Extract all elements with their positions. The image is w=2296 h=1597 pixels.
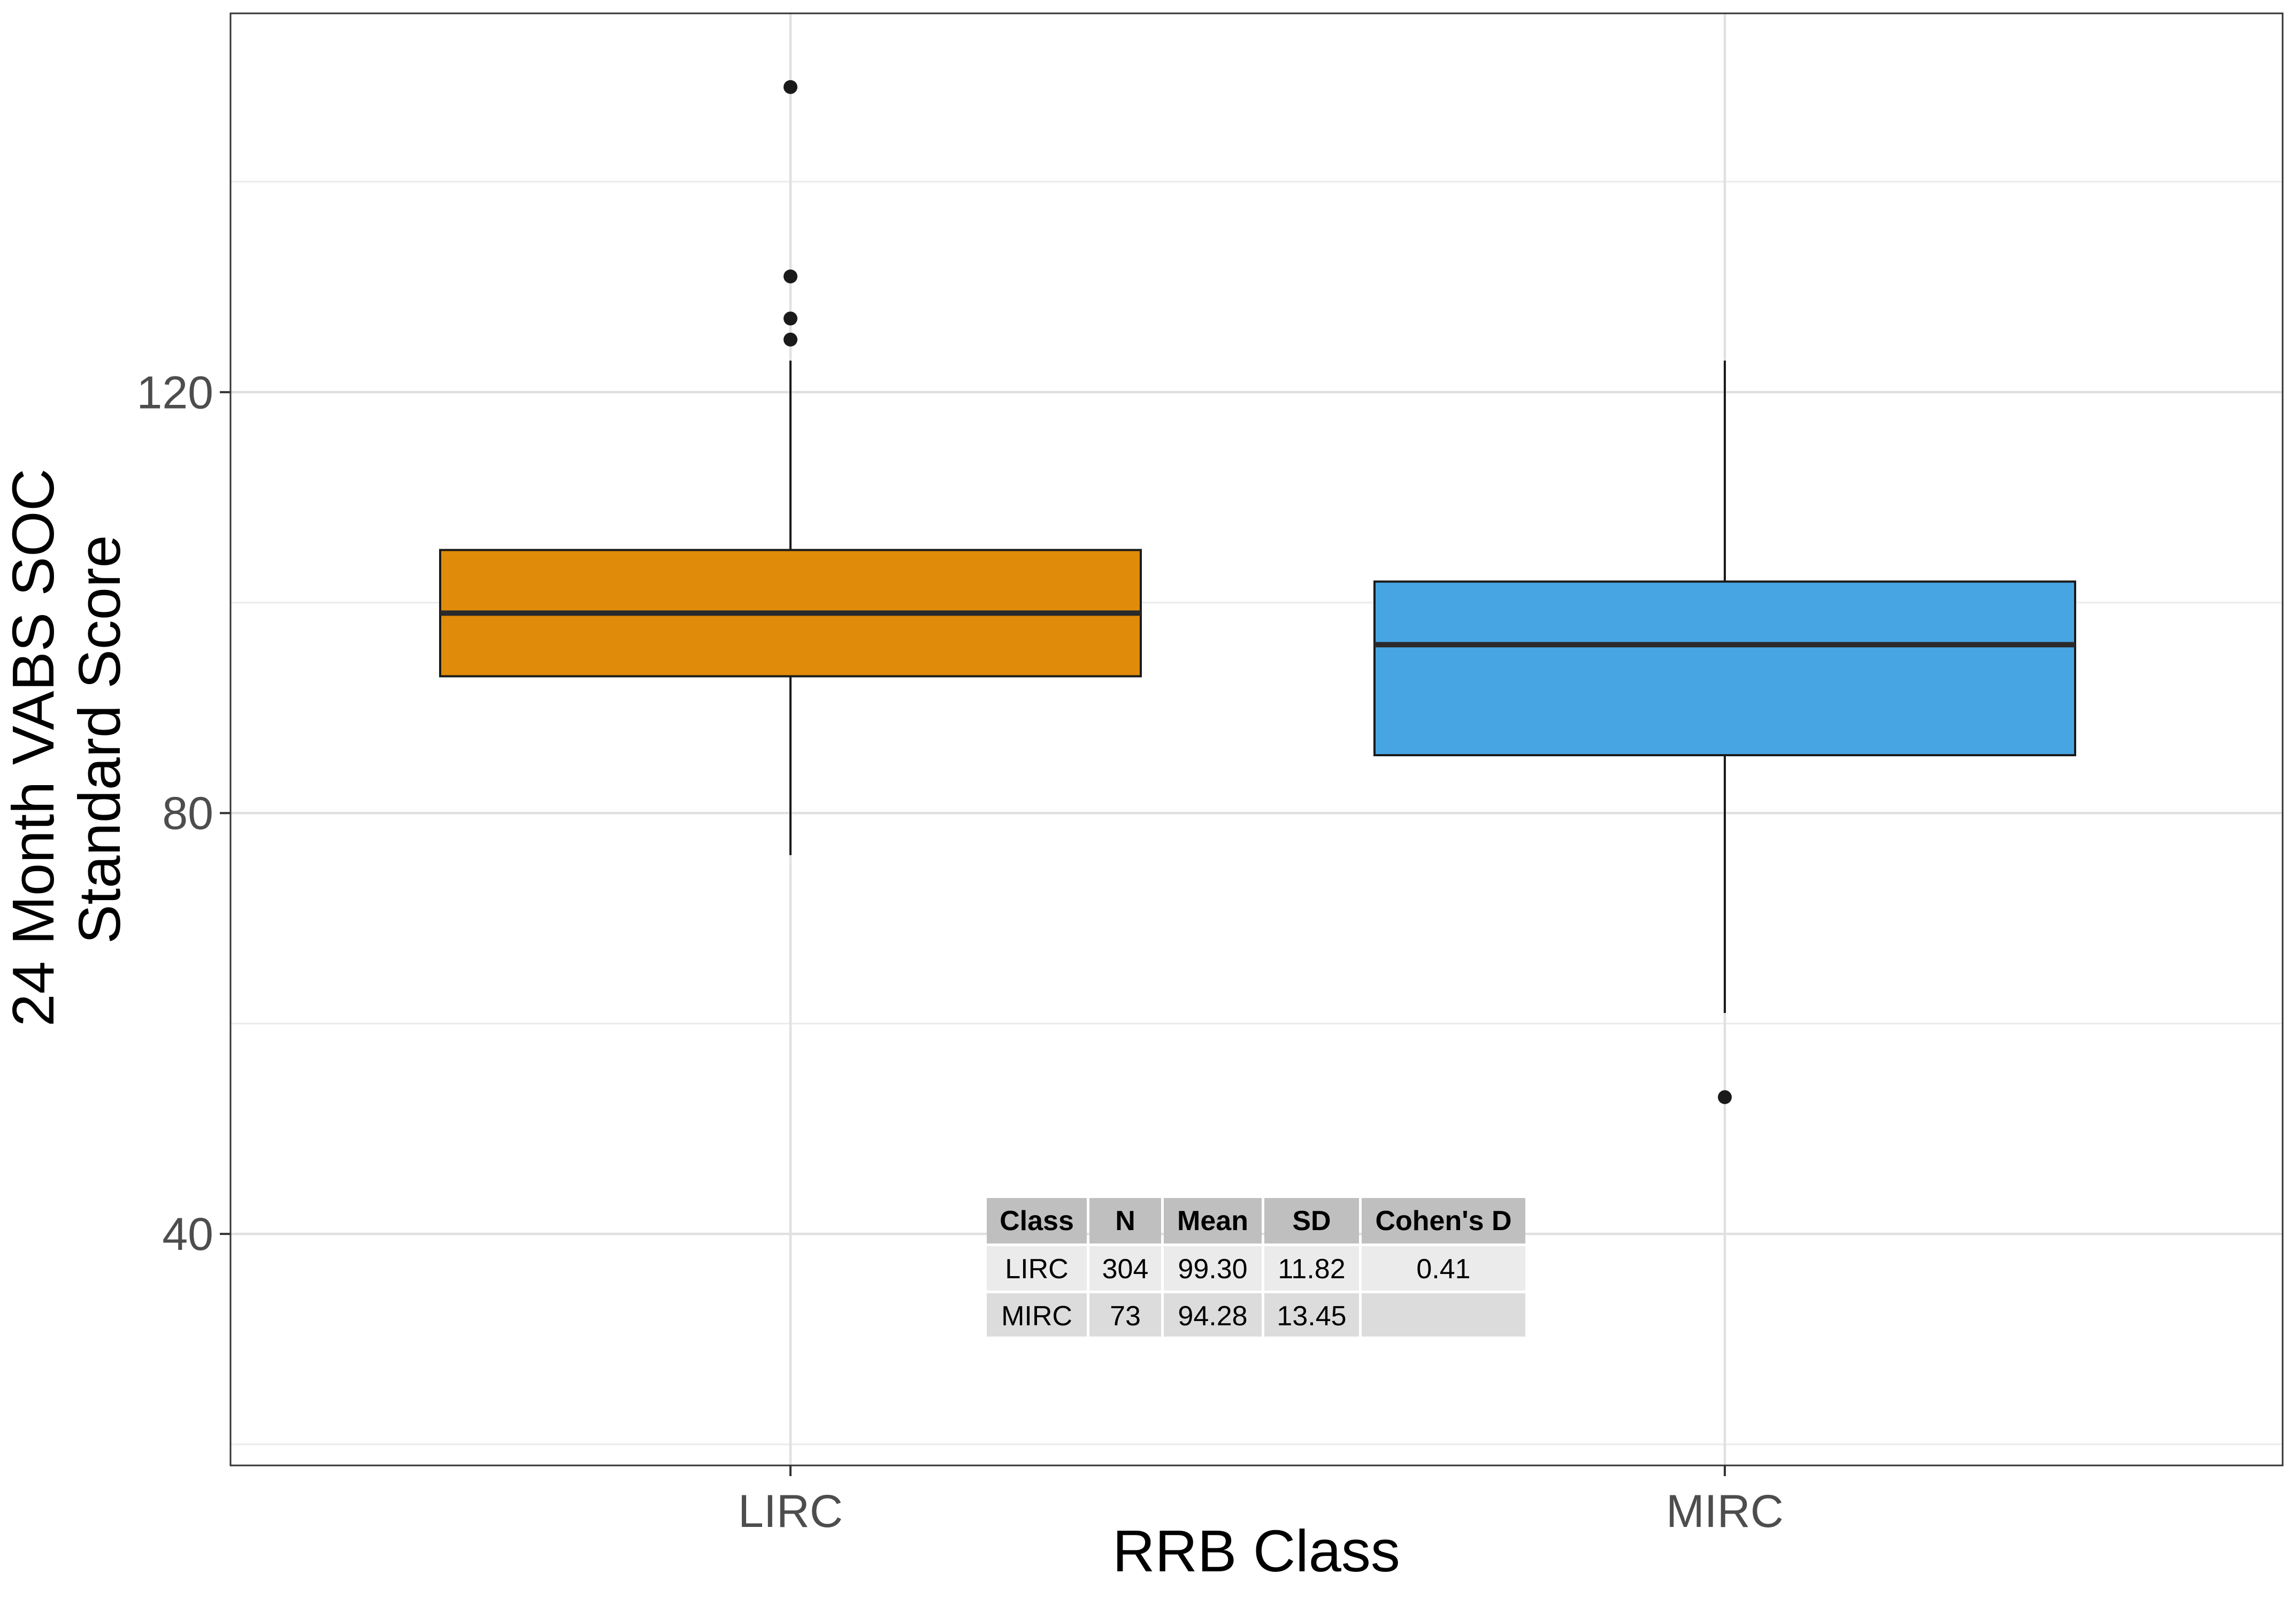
table-cell-bg-r1-c1	[987, 1246, 1087, 1291]
table-cell-r2-c2: 73	[1110, 1301, 1141, 1332]
table-cell-bg-r2-c5	[1362, 1293, 1525, 1337]
table-cell-bg-r2-c2	[1089, 1293, 1161, 1337]
outlier-lirc-3	[784, 311, 797, 326]
table-header-mean: Mean	[1177, 1206, 1248, 1237]
table-cell-r2-c4: 13.45	[1277, 1301, 1346, 1332]
x-tick-label-mirc: MIRC	[1666, 1486, 1784, 1537]
table-header-cell-1	[987, 1198, 1087, 1243]
table-header-cell-4	[1264, 1198, 1359, 1243]
axis-layer: 40 80 120 LIRC MIRC	[137, 367, 1784, 1537]
outlier-lirc-1	[784, 80, 797, 94]
table-header-n: N	[1115, 1206, 1135, 1237]
table-cell-bg-r2-c4	[1264, 1293, 1359, 1337]
table-cell-bg-r1-c2	[1089, 1246, 1161, 1291]
x-axis-title: RRB Class	[1112, 1518, 1400, 1584]
outlier-lirc-2	[784, 269, 797, 283]
table-header-class: Class	[1000, 1206, 1074, 1237]
y-tick-label-80: 80	[162, 788, 213, 839]
table-cell-bg-r1-c4	[1264, 1246, 1359, 1291]
panel-border	[229, 12, 2284, 1467]
box-layer	[439, 80, 2076, 1104]
table-header-cell-2	[1089, 1198, 1161, 1243]
outlier-mirc-1	[1718, 1090, 1732, 1104]
table-cell-r1-c5: 0.41	[1416, 1254, 1470, 1285]
y-axis-title-line-1: 24 Month VABS SOC	[1, 469, 66, 1026]
table-cell-bg-r2-c1	[987, 1293, 1087, 1337]
y-axis-title-line-2: Standard Score	[67, 535, 133, 943]
table-cell-r1-c3: 99.30	[1178, 1254, 1247, 1285]
table-cell-r1-c1: LIRC	[1005, 1254, 1068, 1285]
table-cell-r2-c3: 94.28	[1178, 1301, 1247, 1332]
table-cell-r2-c1: MIRC	[1001, 1301, 1072, 1332]
table-cell-bg-r1-c5	[1362, 1246, 1525, 1291]
table-header-cell-3	[1164, 1198, 1262, 1243]
table-cell-r1-c2: 304	[1102, 1254, 1149, 1285]
y-axis-title: 24 Month VABS SOC Standard Score	[1, 452, 133, 1026]
table-cell-r1-c4: 11.82	[1278, 1254, 1345, 1285]
table-header-cohen-s-d: Cohen's D	[1375, 1206, 1511, 1237]
outlier-lirc-4	[784, 332, 797, 347]
box-mirc	[1373, 580, 2076, 757]
table-header-cell-5	[1362, 1198, 1525, 1243]
table-header-sd: SD	[1292, 1206, 1331, 1237]
y-tick-label-120: 120	[137, 367, 214, 418]
table-cell-bg-r1-c3	[1164, 1246, 1262, 1291]
table-cell-bg-r2-c3	[1164, 1293, 1262, 1337]
y-tick-label-40: 40	[162, 1209, 213, 1260]
summary-table: Class N Mean SD Cohen's D LIRC 304 99.30 11.82 0.…	[987, 1198, 1525, 1337]
x-tick-label-lirc: LIRC	[738, 1486, 843, 1537]
